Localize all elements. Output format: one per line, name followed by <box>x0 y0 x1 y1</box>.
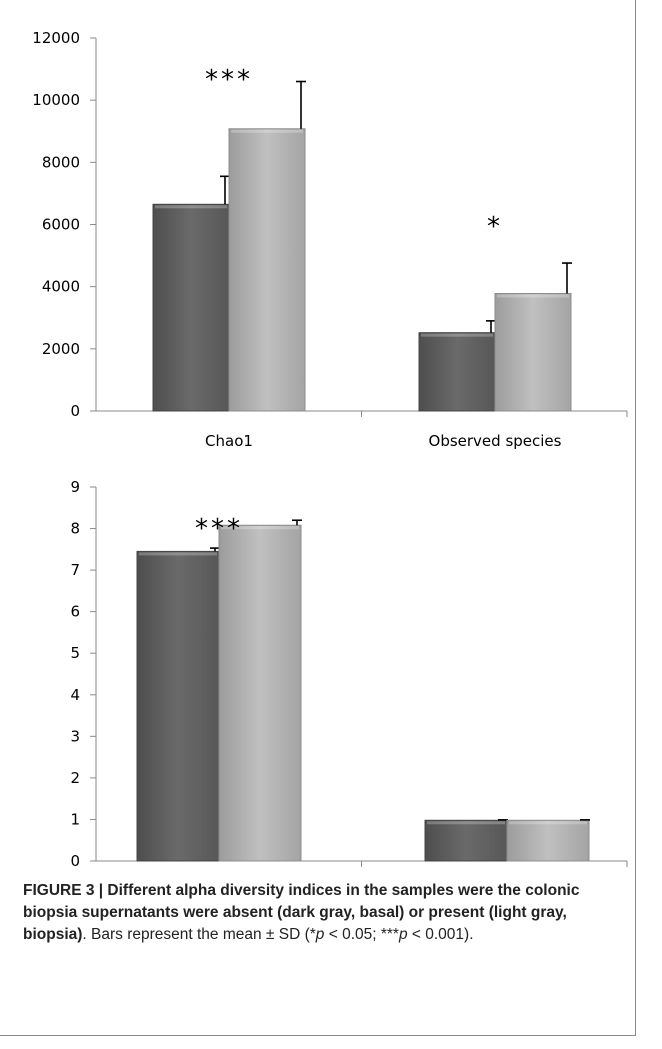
bar-simpson-series-2 <box>506 819 590 862</box>
caption-text-3: < 0.001). <box>407 926 474 943</box>
y-tick-label: 9 <box>70 478 80 496</box>
y-tick-label: 2 <box>70 769 80 787</box>
figure-frame <box>0 0 636 1036</box>
x-tick-label: Observed species <box>429 432 562 450</box>
bar-shannon-series-1 <box>136 550 220 862</box>
bar-highlight <box>427 821 505 825</box>
caption-label: FIGURE 3 | Different alpha diversity ind… <box>23 882 580 943</box>
significance-label: * <box>487 212 503 242</box>
figure-caption: FIGURE 3 | Different alpha diversity ind… <box>23 880 623 946</box>
y-tick-label: 4 <box>70 686 80 704</box>
y-tick-label: 8 <box>70 520 80 538</box>
y-tick-label: 1 <box>70 810 80 828</box>
x-tick-label: Chao1 <box>205 432 253 450</box>
caption-p-1: p <box>315 926 325 943</box>
bar-highlight <box>509 821 587 825</box>
bar-chao1-series-1 <box>152 203 230 412</box>
bar-observed-species-series-2 <box>494 293 572 412</box>
y-tick-label: 6000 <box>42 216 80 234</box>
y-tick-label: 2000 <box>42 340 80 358</box>
bar-chao1-series-2 <box>228 128 306 412</box>
y-tick-label: 0 <box>70 402 80 420</box>
chart-1: 0 2000 4000 6000 8000 10000 12000 Chao1 *** Obser… <box>32 29 628 450</box>
bar-highlight <box>231 129 303 133</box>
bar-highlight <box>155 205 227 209</box>
y-tick-label: 10000 <box>32 91 80 109</box>
bar-shannon-series-2 <box>218 524 302 862</box>
y-tick-label: 4000 <box>42 278 80 296</box>
bar-highlight <box>221 526 299 530</box>
bar-observed-species-series-1 <box>418 332 496 412</box>
caption-text-2: < 0.05; *** <box>324 926 399 943</box>
y-tick-label: 6 <box>70 603 80 621</box>
figure-charts: 0 2000 4000 6000 8000 10000 12000 Chao1 *** Obser… <box>32 29 628 870</box>
bar-simpson-series-1 <box>424 819 508 862</box>
chart-2: 0123456789Shannon***Simpson <box>70 478 628 870</box>
significance-label: *** <box>205 65 253 95</box>
y-tick-label: 0 <box>70 852 80 870</box>
y-tick-label: 8000 <box>42 153 80 171</box>
bar-highlight <box>421 333 493 337</box>
y-tick-label: 5 <box>70 644 80 662</box>
bar-highlight <box>497 294 569 298</box>
significance-label: *** <box>195 514 243 544</box>
bar-highlight <box>139 552 217 556</box>
caption-p-2: p <box>398 926 408 943</box>
y-tick-label: 7 <box>70 561 80 579</box>
caption-text-1: . Bars represent the mean ± SD (* <box>82 926 316 943</box>
y-tick-label: 12000 <box>32 29 80 47</box>
y-tick-label: 3 <box>70 727 80 745</box>
